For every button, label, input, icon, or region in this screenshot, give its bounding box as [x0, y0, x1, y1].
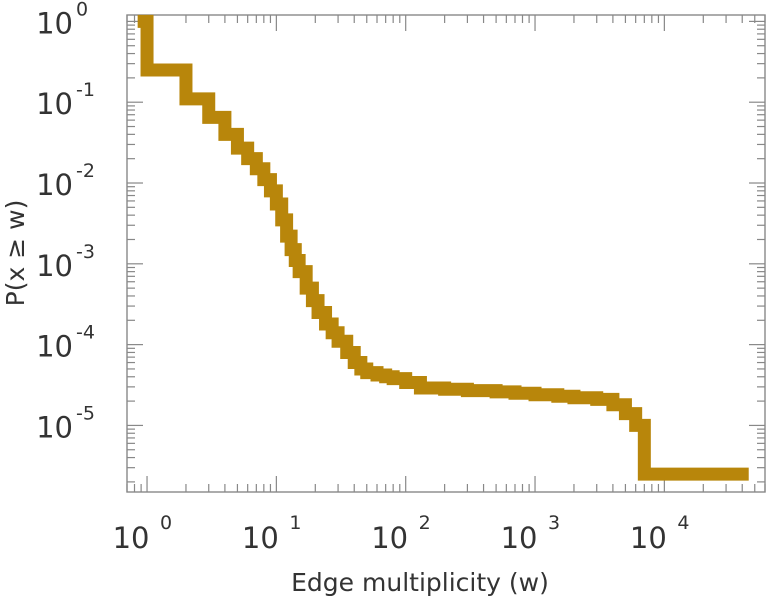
y-tick-exponent: -3 [76, 241, 95, 263]
y-tick-label: 10 [36, 410, 73, 444]
x-tick-exponent: 0 [160, 512, 172, 534]
minor-ticks [126, 15, 766, 492]
series-line [137, 14, 749, 481]
y-tick-label: 10 [36, 249, 73, 283]
major-ticks [127, 15, 765, 492]
y-tick-label: 10 [36, 330, 73, 364]
x-tick-label: 10 [501, 521, 538, 555]
series-layer [137, 14, 749, 481]
plot-frame [126, 14, 766, 493]
x-tick-label: 10 [630, 521, 667, 555]
x-tick-exponent: 4 [677, 512, 689, 534]
y-tick-exponent: -4 [76, 322, 95, 344]
y-tick-label: 10 [36, 6, 73, 40]
y-tick-exponent: 0 [76, 0, 88, 20]
x-tick-exponent: 1 [289, 512, 301, 534]
y-tick-exponent: -5 [76, 402, 95, 424]
x-tick-exponent: 3 [548, 512, 560, 534]
y-tick-exponent: -2 [76, 160, 95, 182]
y-tick-label: 10 [36, 87, 73, 121]
x-tick-label: 10 [113, 521, 150, 555]
x-axis-title: Edge multiplicity (w) [291, 568, 549, 597]
y-axis-title: P(x ≥ w) [1, 200, 30, 307]
y-tick-label: 10 [36, 168, 73, 202]
x-tick-labels: 10 0 10 1 10 2 10 3 10 4 [113, 512, 690, 555]
x-tick-label: 10 [371, 521, 408, 555]
y-tick-exponent: -1 [76, 79, 95, 101]
x-tick-exponent: 2 [419, 512, 431, 534]
x-tick-label: 10 [242, 521, 279, 555]
